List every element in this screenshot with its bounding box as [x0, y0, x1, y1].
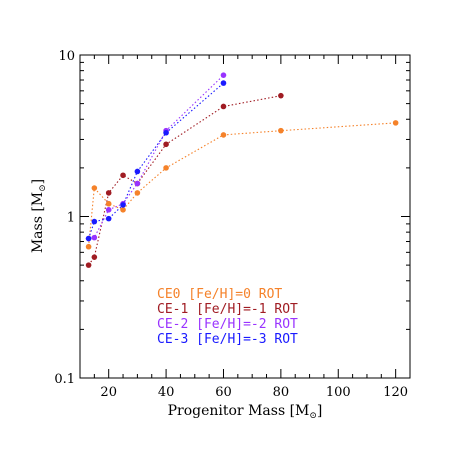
- data-point: [120, 172, 126, 179]
- data-point: [163, 165, 169, 171]
- series-line-1: [88, 95, 282, 266]
- x-tick-label: 120: [383, 385, 408, 400]
- data-point: [220, 80, 227, 86]
- data-point: [105, 200, 112, 207]
- x-tick-label: 20: [100, 385, 117, 400]
- y-tick-label: 0.1: [54, 372, 75, 387]
- data-point: [85, 235, 92, 242]
- data-point: [163, 141, 169, 148]
- tick-labels: 20 40 60 80 100 120 0.1 1 10: [54, 49, 408, 400]
- data-point: [163, 129, 169, 136]
- data-point: [220, 103, 227, 110]
- data-point: [105, 190, 112, 196]
- axis-ticks: [79, 55, 411, 379]
- data-point: [91, 254, 98, 260]
- data-point: [85, 262, 92, 268]
- data-point: [392, 120, 399, 126]
- y-axis-label: Mass [M⊙]: [30, 179, 48, 253]
- data-point: [91, 218, 98, 225]
- data-point: [120, 202, 126, 208]
- x-tick-label: 60: [215, 385, 232, 400]
- series-line-0: [88, 122, 396, 247]
- y-tick-label: 10: [58, 49, 75, 64]
- data-point: [278, 92, 284, 99]
- legend-entry: CE0 [Fe/H]=0 ROT: [157, 287, 282, 302]
- data-point: [85, 243, 92, 250]
- data-point: [105, 215, 112, 222]
- legend-entry: CE-3 [Fe/H]=-3 ROT: [157, 332, 298, 347]
- series-lines: [88, 74, 396, 266]
- y-tick-label: 1: [67, 211, 75, 226]
- legend-entry: CE-2 [Fe/H]=-2 ROT: [157, 317, 298, 332]
- data-point: [134, 168, 141, 175]
- legend-entry: CE-1 [Fe/H]=-1 ROT: [157, 302, 298, 317]
- series-line-2: [88, 74, 224, 240]
- data-point: [120, 207, 126, 213]
- data-point: [91, 234, 98, 241]
- data-point: [134, 180, 141, 187]
- data-point: [91, 185, 98, 191]
- data-point: [134, 190, 141, 196]
- data-point: [220, 132, 227, 138]
- series-points: [85, 72, 399, 268]
- data-point: [220, 72, 227, 78]
- x-tick-label: 100: [326, 385, 351, 400]
- x-tick-label: 40: [158, 385, 175, 400]
- data-point: [105, 207, 112, 213]
- data-point: [278, 127, 284, 134]
- x-axis-label: Progenitor Mass [M⊙]: [168, 403, 323, 421]
- x-tick-label: 80: [273, 385, 290, 400]
- series-line-3: [88, 82, 224, 239]
